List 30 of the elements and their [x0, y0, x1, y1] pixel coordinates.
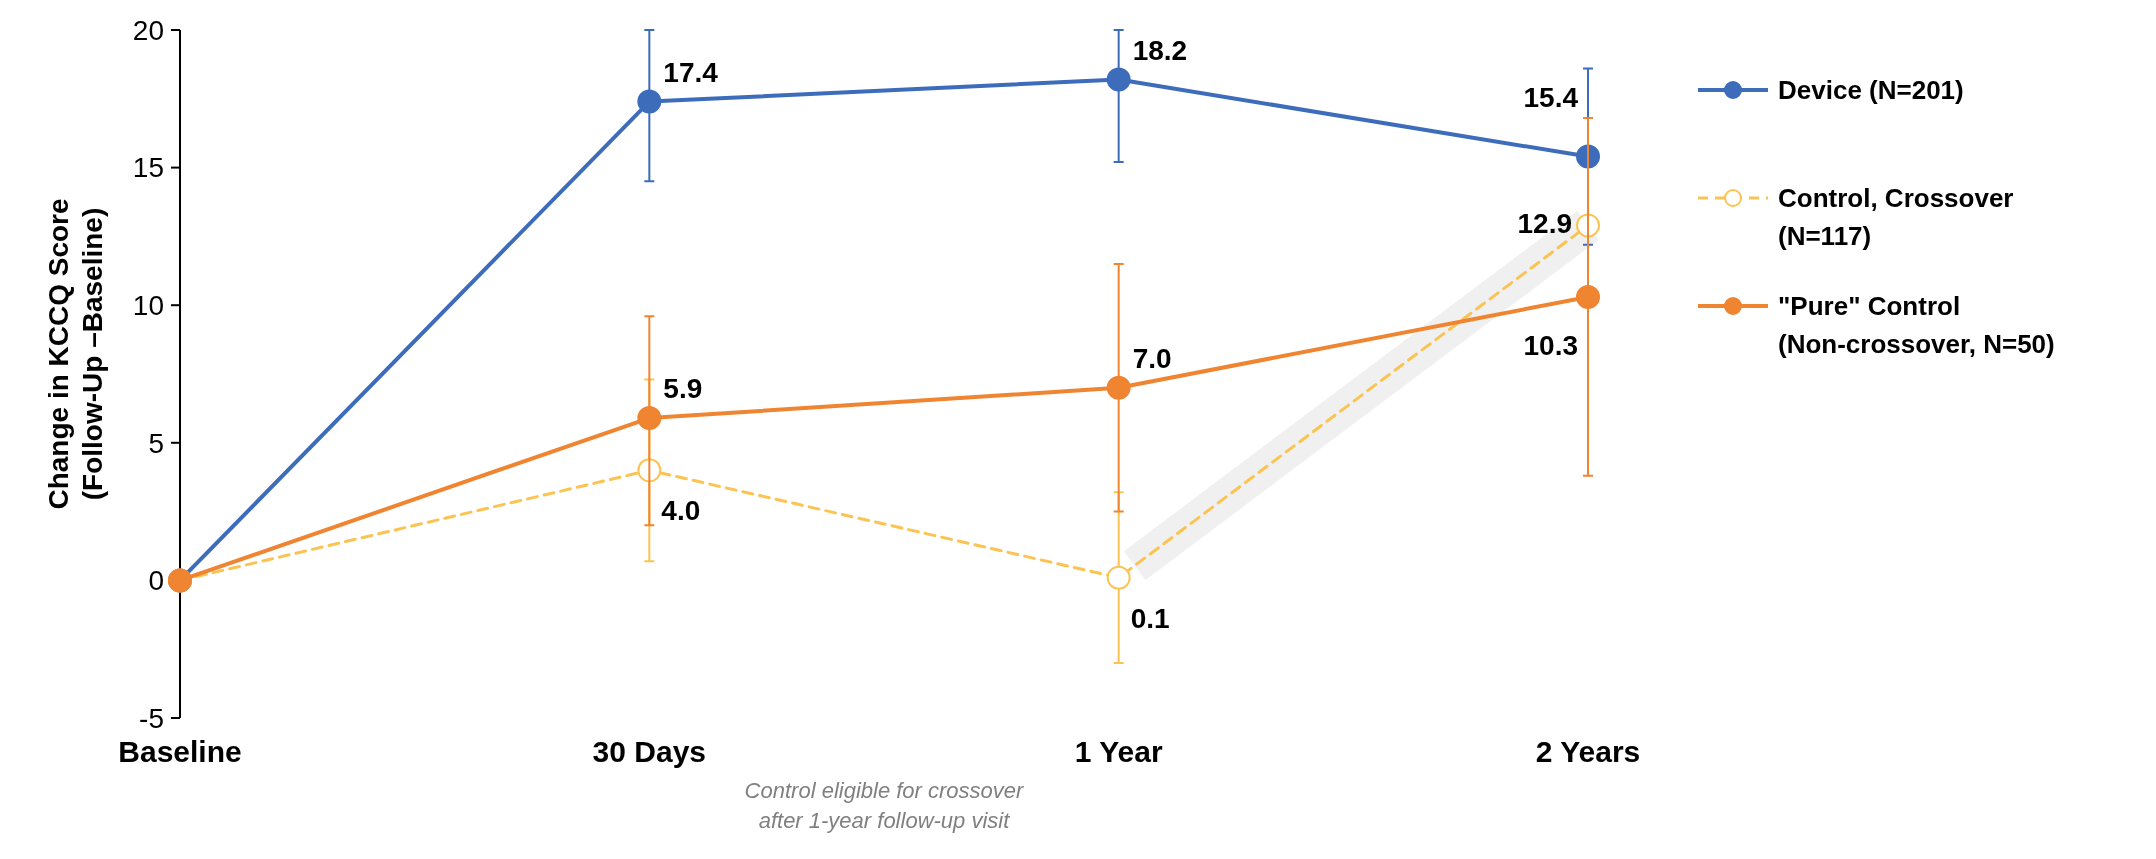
- y-tick-label: 0: [148, 565, 164, 597]
- legend-label: Control, Crossover (N=117): [1778, 183, 2014, 252]
- text: Control eligible for crossover after 1-year follow-up visit: [744, 778, 1026, 833]
- data-label: 0.1: [1130, 602, 1170, 634]
- x-tick-label: Baseline: [118, 735, 242, 768]
- point: [1106, 67, 1131, 92]
- legend-label: Device (N=201): [1778, 75, 1964, 106]
- point: [1106, 565, 1131, 590]
- data-label: 5.9: [663, 373, 703, 405]
- point: [1576, 284, 1600, 309]
- x-tick-label: 2 Years: [1535, 735, 1641, 768]
- point: [1106, 375, 1131, 400]
- y-tick-label: 15: [132, 152, 164, 184]
- x-tick-label: 1 Year: [1074, 735, 1163, 768]
- data-label: 17.4: [663, 56, 719, 88]
- x-tick-label: 30 Days: [592, 735, 707, 768]
- data-label: 10.3: [1523, 329, 1578, 361]
- y-tick-label: 10: [132, 290, 164, 321]
- y-tick-label: 5: [148, 427, 164, 459]
- data-label: 7.0: [1132, 342, 1172, 374]
- legend-label: "Pure" Control (Non-crossover, N=50): [1778, 291, 2055, 360]
- y-tick-label: 20: [132, 14, 164, 46]
- data-label: 18.2: [1132, 34, 1188, 66]
- y-axis-title: Change in KCCQ Score (Follow-Up –Baseline): [43, 198, 108, 510]
- data-label: 12.9: [1517, 208, 1572, 240]
- data-label: 15.4: [1523, 81, 1579, 113]
- point: [637, 406, 662, 431]
- y-tick-label: -5: [139, 702, 164, 734]
- point: [637, 89, 662, 114]
- data-label: 4.0: [661, 495, 701, 527]
